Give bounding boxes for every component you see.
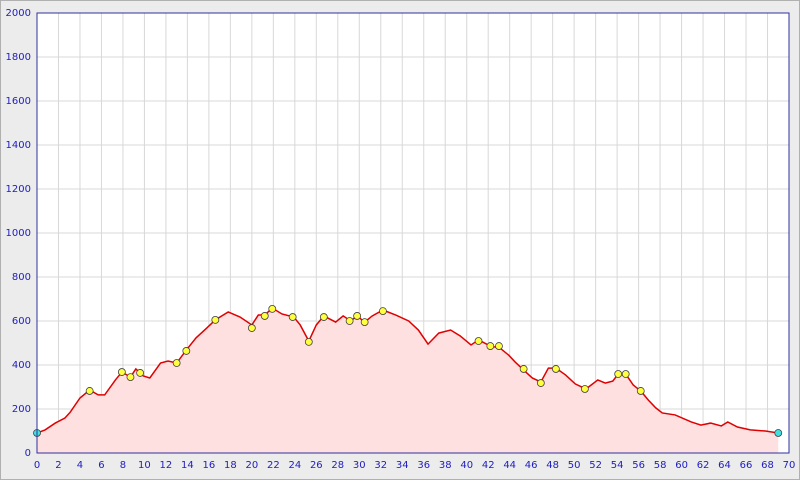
- waypoint: [614, 370, 623, 378]
- waypoint: [580, 385, 589, 393]
- area-fill: [37, 308, 779, 453]
- x-tick-label: 20: [245, 460, 258, 471]
- waypoint: [536, 379, 545, 387]
- x-tick-label: 8: [120, 460, 126, 471]
- x-tick-label: 44: [503, 460, 516, 471]
- waypoint: [182, 347, 191, 355]
- waypoint: [268, 304, 277, 313]
- x-tick-label: 24: [288, 460, 301, 471]
- waypoint: [136, 369, 145, 377]
- x-tick-label: 34: [396, 460, 409, 471]
- y-tick-label: 1000: [6, 228, 31, 239]
- x-tick-label: 62: [697, 460, 710, 471]
- waypoint: [551, 365, 560, 373]
- x-tick-label: 10: [138, 460, 151, 471]
- waypoint: [126, 373, 135, 382]
- x-tick-label: 40: [460, 460, 473, 471]
- x-tick-label: 30: [353, 460, 366, 471]
- waypoint: [85, 387, 94, 395]
- waypoint: [247, 324, 256, 332]
- waypoint: [636, 387, 645, 395]
- waypoint: [495, 342, 503, 350]
- x-tick-label: 42: [482, 460, 495, 471]
- waypoint: [474, 337, 483, 345]
- x-tick-label: 52: [589, 460, 602, 471]
- waypoint: [379, 307, 387, 316]
- waypoint: [260, 312, 269, 320]
- waypoint: [211, 315, 220, 324]
- waypoint: [117, 368, 126, 376]
- x-tick-label: 64: [718, 460, 731, 471]
- y-tick-label: 0: [25, 448, 31, 459]
- waypoint: [353, 312, 362, 320]
- x-tick-label: 68: [761, 460, 774, 471]
- y-tick-label: 1800: [6, 52, 31, 63]
- y-tick-label: 1200: [6, 184, 31, 195]
- x-tick-label: 38: [439, 460, 452, 471]
- x-tick-label: 26: [310, 460, 323, 471]
- y-tick-label: 400: [12, 360, 31, 371]
- x-tick-label: 48: [546, 460, 559, 471]
- waypoint: [360, 318, 369, 327]
- x-tick-label: 4: [77, 460, 83, 471]
- waypoint: [319, 313, 328, 321]
- y-tick-label: 1600: [6, 96, 31, 107]
- waypoint: [345, 317, 354, 325]
- waypoint: [288, 313, 297, 321]
- x-tick-label: 14: [181, 460, 194, 471]
- y-tick-label: 600: [12, 316, 31, 327]
- y-tick-label: 2000: [6, 8, 31, 19]
- x-tick-label: 16: [203, 460, 216, 471]
- waypoint: [519, 365, 528, 373]
- x-tick-label: 18: [224, 460, 237, 471]
- x-tick-label: 60: [675, 460, 688, 471]
- x-tick-label: 6: [98, 460, 104, 471]
- waypoint: [621, 370, 630, 378]
- y-tick-label: 1400: [6, 140, 31, 151]
- x-tick-label: 58: [654, 460, 667, 471]
- x-tick-label: 50: [568, 460, 581, 471]
- profile-line: [36, 307, 779, 434]
- y-tick-label: 200: [12, 404, 31, 415]
- x-tick-label: 32: [374, 460, 387, 471]
- x-tick-label: 0: [34, 460, 40, 471]
- x-tick-label: 28: [331, 460, 344, 471]
- plot-border: [36, 12, 790, 454]
- waypoint: [304, 337, 313, 346]
- waypoint: [172, 359, 181, 367]
- y-tick-label: 800: [12, 272, 31, 283]
- x-tick-label: 70: [783, 460, 796, 471]
- x-tick-label: 36: [417, 460, 430, 471]
- x-tick-label: 2: [55, 460, 61, 471]
- x-tick-label: 46: [525, 460, 538, 471]
- x-tick-label: 56: [632, 460, 645, 471]
- waypoint: [774, 429, 783, 437]
- x-tick-label: 54: [611, 460, 624, 471]
- x-tick-label: 12: [160, 460, 173, 471]
- x-tick-label: 66: [740, 460, 753, 471]
- x-tick-label: 22: [267, 460, 280, 471]
- waypoint: [486, 342, 495, 350]
